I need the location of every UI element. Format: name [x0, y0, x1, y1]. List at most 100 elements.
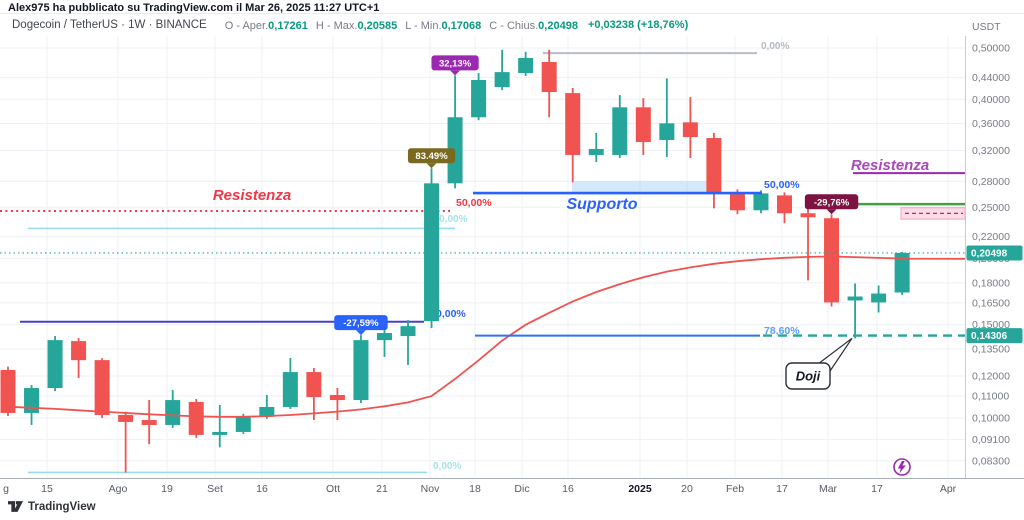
time-tick-label: 16	[256, 483, 268, 495]
time-tick-label: Ott	[326, 483, 340, 495]
candle	[47, 336, 63, 392]
price-tick-label: 0,44000	[972, 72, 1010, 84]
price-tick-label: 0,08300	[972, 455, 1010, 467]
doji-callout-text: Doji	[796, 369, 821, 384]
candle-body	[659, 123, 675, 141]
candle-body	[424, 183, 440, 322]
percent-tag-pointer	[450, 70, 461, 76]
fib-navy-0-label: 0,00%	[436, 308, 466, 320]
percent-tag: 32,13%	[431, 55, 479, 76]
attribution-text: Alex975 ha pubblicato su TradingView.com…	[8, 2, 380, 14]
change-value: +0,03238 (+18,76%)	[587, 19, 689, 31]
annotation-text-resistenza-left: Resistenza	[213, 187, 291, 204]
candle	[212, 405, 228, 448]
candle	[424, 168, 440, 329]
candle	[871, 285, 887, 313]
percent-tag-box	[431, 55, 479, 71]
fib-levels-under: 50,00% 100,00% 0,00% 0,00% 0,00%	[0, 41, 789, 474]
price-tick-label: 0,18000	[972, 277, 1010, 289]
candle-body	[329, 395, 345, 401]
time-tick-label: 17	[776, 483, 788, 495]
percent-tag-text: 32,13%	[439, 58, 472, 69]
candle	[259, 395, 275, 419]
ohlc-field-value: 0,17068	[441, 20, 482, 32]
candle-body	[71, 341, 87, 361]
candle-body	[353, 340, 369, 401]
tradingview-logo[interactable]: TradingView	[8, 500, 96, 513]
time-tick-label: 2025	[628, 483, 652, 495]
candle	[635, 98, 651, 155]
percent-tag: -27,59%	[334, 315, 388, 336]
time-tick-label: 16	[562, 483, 574, 495]
candle	[847, 283, 863, 339]
time-tick-label: 21	[376, 483, 388, 495]
ohlc-field-value: 0,17261	[268, 20, 308, 32]
time-tick-label: 15	[41, 483, 53, 495]
candle	[824, 214, 840, 307]
candle-body	[847, 296, 863, 301]
time-tick-label: 19	[161, 483, 173, 495]
candle-body	[871, 293, 887, 303]
candle-body	[753, 193, 769, 211]
tradingview-logo-text: TradingView	[28, 500, 96, 513]
percent-tag: -29,76%	[804, 194, 859, 215]
fib-cyan-100-label: 100,00%	[428, 214, 468, 225]
price-tick-label: 0,12000	[972, 371, 1010, 383]
candle-body	[706, 138, 722, 193]
candle-body	[376, 333, 392, 341]
percent-tag-pointer	[826, 209, 837, 215]
ohlc-field-label: C - Chius.	[489, 20, 539, 32]
candle-body	[259, 406, 275, 417]
candle	[94, 358, 110, 418]
supporto-zone	[572, 181, 716, 194]
candle	[471, 73, 487, 121]
candle	[565, 88, 581, 183]
moving-average-line	[7, 255, 966, 418]
candle-body	[24, 388, 40, 413]
time-tick-label: Mar	[819, 483, 838, 495]
doji-callout-bubble	[785, 362, 831, 390]
candle-body	[306, 372, 322, 398]
candle	[400, 320, 416, 366]
symbol-title[interactable]: Dogecoin / TetherUS · 1W · BINANCE	[12, 19, 207, 31]
percent-tag: 83.49%	[407, 148, 456, 169]
candle-body	[0, 369, 16, 413]
price-tick-label: 0,36000	[972, 118, 1010, 130]
candle-body	[612, 107, 628, 155]
price-tick-label: 0,10000	[972, 412, 1010, 424]
candle	[447, 75, 463, 189]
candle	[353, 335, 369, 404]
time-axis[interactable]: g 15 Ago 19 Set 16 Ott 21 Nov 18 Dic 16 2025 20 Feb 17 M…	[0, 478, 1024, 498]
price-tick-label: 0,32000	[972, 145, 1010, 157]
candle-body	[824, 218, 840, 303]
price-tick-label: 0,25000	[972, 202, 1010, 214]
lightning-bolt-icon	[897, 461, 906, 474]
time-tick-label: 18	[469, 483, 481, 495]
candle-body	[118, 414, 134, 422]
candle	[682, 97, 698, 159]
active-tag-text: 0,20498	[971, 248, 1008, 259]
candle-body	[588, 148, 604, 155]
candle-body	[518, 58, 534, 74]
candle-body	[212, 431, 228, 435]
ohlc-field-label: L - Min.	[405, 20, 442, 32]
time-tick-label: 17	[871, 483, 883, 495]
fib-786-line-label: 78,60%	[764, 325, 800, 337]
ohlc-values: O - Aper.0,17261 H - Max.0,20585 L - Min.0…	[217, 16, 578, 34]
ohlc-field-value: 0,20498	[538, 20, 578, 32]
price-axis[interactable]: USDT 0,50000 0,44000 0,40000 0,36000 0,32000 0…	[965, 21, 1024, 478]
candle-body	[188, 401, 204, 435]
price-axis-unit: USDT	[972, 21, 1001, 33]
boost-icon[interactable]	[893, 458, 911, 476]
candle-body	[541, 62, 557, 93]
candle-body	[894, 252, 910, 293]
time-tick-label: Nov	[421, 483, 440, 495]
candle	[706, 132, 722, 209]
annotation-text-resistenza-right: Resistenza	[851, 157, 929, 174]
price-tick-label: 0,13500	[972, 343, 1010, 355]
price-tick-label: 0,16500	[972, 297, 1010, 309]
annotations-over: 50,00% 78,60% Resistenza Supporto Resistenza…	[0, 55, 966, 476]
candle	[188, 398, 204, 438]
